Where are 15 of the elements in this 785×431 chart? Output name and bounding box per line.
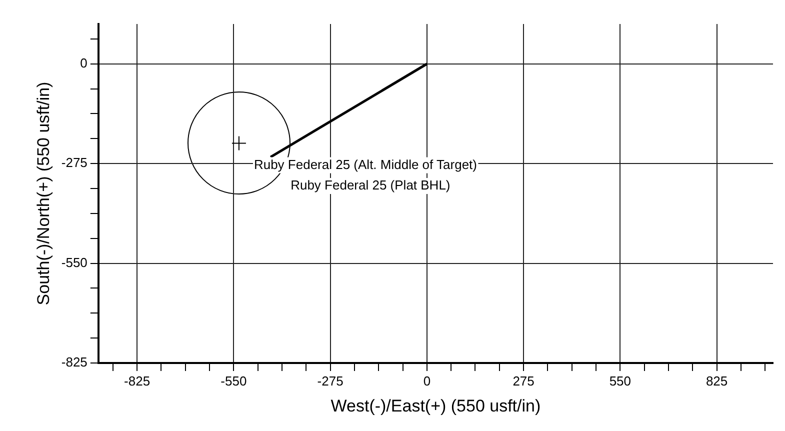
x-tick-label: 550 [609,373,632,388]
y-tick-label: 0 [80,55,88,70]
annotation: Ruby Federal 25 (Plat BHL) [290,178,450,193]
x-tick-label: 825 [706,373,728,388]
x-tick-label: -550 [220,373,247,388]
x-tick-label: 275 [512,373,534,388]
x-tick-label: 0 [423,373,431,388]
x-tick-label: -275 [317,373,344,388]
y-axis-title: South(-)/North(+) (550 usft/in) [34,82,53,306]
x-axis-title: West(-)/East(+) (550 usft/in) [330,396,541,416]
x-tick-label: -825 [124,373,150,388]
y-tick-label: -825 [61,354,88,370]
y-tick-label: -275 [61,155,88,170]
annotation: Ruby Federal 25 (Alt. Middle of Target) [254,156,477,172]
y-tick-label: -550 [61,254,88,270]
